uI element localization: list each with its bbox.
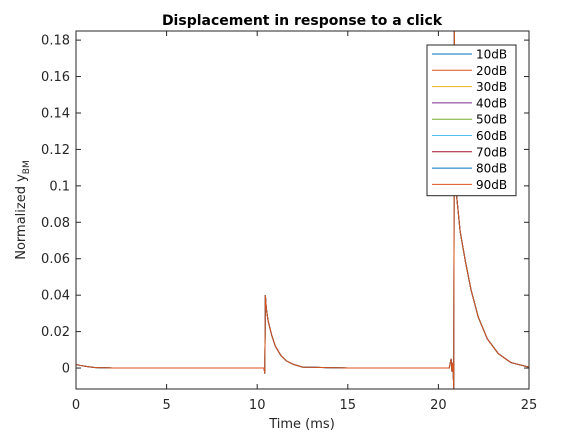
legend-label: 40dB bbox=[476, 96, 507, 110]
y-axis-label: Normalized yBM bbox=[14, 160, 32, 260]
y-tick-label: 0.14 bbox=[41, 106, 70, 121]
x-tick-label: 5 bbox=[162, 398, 170, 413]
legend-label: 30dB bbox=[476, 80, 507, 94]
legend-label: 60dB bbox=[476, 129, 507, 143]
y-tick-label: 0.08 bbox=[41, 216, 70, 231]
chart-title: Displacement in response to a click bbox=[162, 13, 443, 29]
x-tick-label: 0 bbox=[72, 398, 80, 413]
legend-label: 20dB bbox=[476, 64, 507, 78]
x-tick-label: 25 bbox=[521, 398, 538, 413]
x-tick-label: 10 bbox=[249, 398, 266, 413]
x-tick-label: 15 bbox=[340, 398, 357, 413]
legend-label: 70dB bbox=[476, 145, 507, 159]
legend: 10dB 20dB 30dB 40dB 50dB 60dB 70dB 80dB 90dB bbox=[426, 44, 517, 197]
y-tick-label: 0.02 bbox=[41, 325, 70, 340]
legend-label: 50dB bbox=[476, 113, 507, 127]
y-tick-label: 0 bbox=[62, 362, 70, 377]
y-tick-label: 0.04 bbox=[41, 289, 70, 304]
legend-label: 10dB bbox=[476, 48, 507, 62]
y-tick-label: 0.06 bbox=[41, 252, 70, 267]
y-tick-label: 0.12 bbox=[41, 143, 70, 158]
y-axis-label-subscript: BM bbox=[22, 160, 32, 174]
series-layer bbox=[76, 31, 529, 389]
y-axis-label-main: Normalized y bbox=[14, 174, 29, 260]
legend-label: 90dB bbox=[476, 178, 507, 192]
x-tick-label: 20 bbox=[430, 398, 447, 413]
series-line bbox=[76, 31, 529, 389]
y-tick-label: 0.18 bbox=[41, 34, 70, 49]
x-axis-label: Time (ms) bbox=[268, 417, 335, 432]
y-tick-label: 0.1 bbox=[49, 179, 70, 194]
y-tick-label: 0.16 bbox=[41, 70, 70, 85]
axes-box bbox=[75, 30, 530, 390]
legend-label: 80dB bbox=[476, 162, 507, 176]
